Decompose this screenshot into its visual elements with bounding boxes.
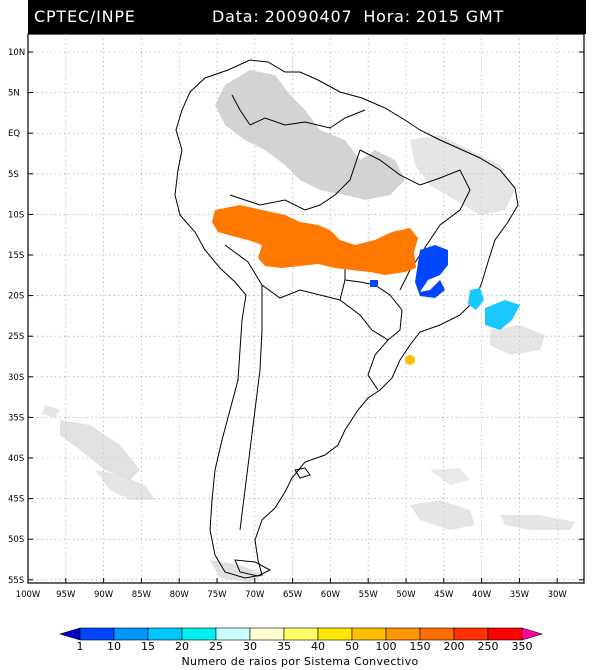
border-uruguay xyxy=(367,339,389,391)
colorbar-swatch xyxy=(79,627,115,641)
colorbar-value: 20 xyxy=(175,640,189,653)
cloud-patch-north xyxy=(215,70,405,200)
lightning-cluster-blue-small xyxy=(370,280,378,287)
lon-label: 30W xyxy=(548,590,568,600)
map-frame xyxy=(27,33,585,584)
colorbar-value: 50 xyxy=(345,640,359,653)
date-time-label: Data: 20090407 Hora: 2015 GMT xyxy=(212,0,509,34)
lat-label: 40S xyxy=(8,454,24,464)
colorbar-value: 150 xyxy=(409,640,431,653)
colorbar-value: 40 xyxy=(311,640,325,653)
lon-label: 35W xyxy=(510,590,530,600)
lon-label: 75W xyxy=(207,590,227,600)
lon-label: 40W xyxy=(472,590,492,600)
lon-label: 50W xyxy=(396,590,416,600)
latitude-labels: 10N 5N EQ 5S 10S 15S 20S 25S 30S 35S 40S 45S 50S 55S xyxy=(8,48,584,586)
colorbar-arrow-right xyxy=(521,627,544,641)
source-label: CPTEC/INPE xyxy=(34,7,136,26)
longitude-labels: 100W 95W 90W 85W 80W 75W 70W 65W 60W 55W 50W 45W 40W… xyxy=(16,578,568,600)
island-falklands xyxy=(294,467,311,479)
lat-label: 35S xyxy=(8,413,24,423)
lat-label: 5S xyxy=(8,170,19,180)
border-venezuela xyxy=(231,94,251,126)
colorbar-swatch xyxy=(113,627,149,641)
colorbar-value: 15 xyxy=(141,640,155,653)
border-argentina xyxy=(239,285,263,531)
cloud-patch-atlantic-4 xyxy=(430,468,470,485)
colorbar-swatch xyxy=(385,627,421,641)
cloud-patch-pacific-3 xyxy=(42,405,60,418)
lightning-cluster-yellow xyxy=(405,355,415,365)
colorbar-swatch xyxy=(283,627,319,641)
cloud-patch-atlantic-2 xyxy=(500,515,575,530)
lon-label: 90W xyxy=(94,590,114,600)
colorbar-value: 35 xyxy=(277,640,291,653)
lon-label: 55W xyxy=(359,590,379,600)
lat-label: 25S xyxy=(8,332,24,342)
lightning-clusters xyxy=(212,205,520,365)
border-brazil-north xyxy=(249,109,366,129)
lightning-cluster-cyan-2 xyxy=(485,300,520,330)
lon-label: 80W xyxy=(170,590,190,600)
lat-label: 55S xyxy=(8,576,24,586)
cloud-patch-atlantic-3 xyxy=(490,325,545,355)
lon-label: 95W xyxy=(56,590,76,600)
colorbar-value: 200 xyxy=(443,640,465,653)
lat-label: 5N xyxy=(8,89,20,99)
colorbar-title: Numero de raios por Sistema Convectivo xyxy=(181,655,419,668)
graticule xyxy=(28,34,584,583)
lon-label: 85W xyxy=(132,590,152,600)
island-tierra-del-fuego xyxy=(234,559,272,577)
colorbar-value: 350 xyxy=(511,640,533,653)
lat-label: 30S xyxy=(8,373,24,383)
lat-label: 45S xyxy=(8,495,24,505)
colorbar-arrow-left xyxy=(58,627,81,641)
cloud-patch-atlantic-1 xyxy=(410,500,475,530)
lightning-cluster-blue xyxy=(415,245,448,298)
date-value: 20090407 xyxy=(264,7,353,26)
colorbar-value: 1 xyxy=(76,640,84,653)
lon-label: 100W xyxy=(16,590,41,600)
cloud-patch-pacific-2 xyxy=(95,470,155,500)
colorbar-value: 25 xyxy=(209,640,223,653)
colorbar-swatch xyxy=(351,627,387,641)
lon-label: 65W xyxy=(283,590,303,600)
colorbar-swatch xyxy=(487,627,523,641)
coastlines xyxy=(174,59,519,579)
colorbar-swatch xyxy=(147,627,183,641)
lat-label: 15S xyxy=(8,251,24,261)
time-value: 2015 GMT xyxy=(415,7,505,26)
lat-label: 20S xyxy=(8,292,24,302)
border-peru-bolivia xyxy=(224,244,341,301)
cloud-patch-pacific-1 xyxy=(60,420,140,480)
date-label: Data: xyxy=(212,7,260,26)
lightning-cluster-cyan-1 xyxy=(468,288,484,310)
colorbar-value: 100 xyxy=(375,640,397,653)
lon-label: 45W xyxy=(434,590,454,600)
colorbar-swatch xyxy=(249,627,285,641)
lightning-cluster-orange xyxy=(212,205,418,275)
colorbar-swatch xyxy=(215,627,251,641)
colorbar-swatch xyxy=(181,627,217,641)
colorbar-swatch xyxy=(453,627,489,641)
lat-label: EQ xyxy=(8,129,20,139)
lat-label: 10S xyxy=(8,210,24,220)
lon-label: 60W xyxy=(321,590,341,600)
colorbar xyxy=(58,627,544,641)
lat-label: 50S xyxy=(8,535,24,545)
lon-label: 70W xyxy=(245,590,265,600)
colorbar-swatch xyxy=(317,627,353,641)
border-paraguay xyxy=(339,279,403,341)
south-america-coastline xyxy=(174,59,519,579)
colorbar-swatch xyxy=(419,627,455,641)
lat-label: 10N xyxy=(8,48,25,58)
time-label: Hora: xyxy=(363,7,411,26)
border-amazon xyxy=(229,149,361,211)
colorbar-value: 250 xyxy=(477,640,499,653)
colorbar-value: 30 xyxy=(243,640,257,653)
colorbar-value: 10 xyxy=(107,640,121,653)
header-bar: CPTEC/INPE Data: 20090407 Hora: 2015 GMT xyxy=(28,0,586,34)
